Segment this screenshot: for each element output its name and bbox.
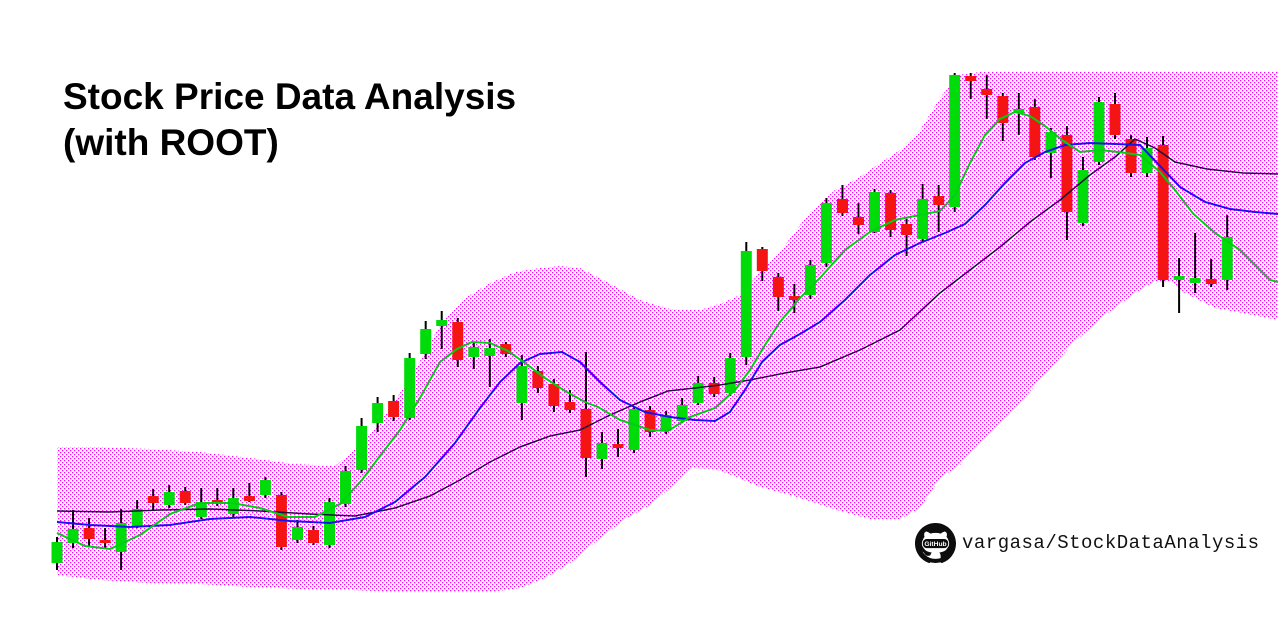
candle-body-up	[917, 199, 929, 239]
candle-body-up	[596, 443, 608, 459]
candle-body-down	[308, 530, 319, 543]
candle-body-up	[1045, 132, 1057, 153]
candle-body-up	[115, 523, 127, 552]
candle-body-down	[1205, 279, 1217, 284]
candle-body-up	[420, 329, 432, 354]
candle-body-up	[804, 265, 816, 295]
candle-body-up	[1093, 102, 1105, 162]
candle-body-up	[1189, 278, 1201, 283]
ma-fast-line	[56, 110, 1279, 551]
candle-body-down	[788, 296, 800, 300]
candle-body-up	[1013, 109, 1025, 113]
candle-body-down	[532, 371, 544, 388]
candle-body-down	[580, 409, 592, 458]
page-title-line2: (with ROOT)	[63, 122, 279, 163]
candles-layer	[51, 73, 1233, 570]
candle-body-up	[1173, 276, 1185, 280]
page-title-line1: Stock Price Data Analysis	[63, 76, 517, 117]
candle-body-up	[340, 471, 351, 504]
candle-body-down	[997, 96, 1009, 123]
candle-body-down	[564, 402, 576, 410]
candle-body-down	[243, 496, 255, 501]
candle-body-down	[548, 384, 560, 406]
candle-body-up	[404, 358, 416, 418]
github-repo-label: vargasa/StockDataAnalysis	[962, 532, 1260, 554]
candle-body-down	[452, 322, 464, 360]
candle-body-down	[1157, 145, 1169, 280]
candle-body-down	[211, 500, 223, 503]
candle-body-down	[756, 249, 768, 271]
candle-body-down	[708, 383, 720, 394]
candle-body-up	[259, 480, 271, 495]
candle-body-up	[676, 405, 688, 421]
candle-body-up	[628, 409, 640, 450]
candle-body-up	[869, 192, 880, 232]
candle-body-down	[179, 491, 191, 503]
candle-body-down	[147, 496, 159, 503]
candle-body-down	[772, 277, 784, 297]
github-octocat-icon: GitHub	[915, 522, 956, 563]
candle-body-down	[853, 217, 864, 225]
candle-body-down	[99, 540, 111, 543]
candle-body-down	[83, 528, 95, 539]
candle-body-up	[740, 251, 752, 357]
candle-body-down	[965, 76, 977, 81]
candle-body-up	[516, 366, 528, 403]
candle-body-up	[724, 358, 736, 393]
candle-body-up	[820, 203, 832, 263]
candle-body-up	[1077, 170, 1089, 223]
candle-body-down	[885, 193, 897, 230]
candle-body-up	[1221, 237, 1233, 280]
page-title: Stock Price Data Analysis (with ROOT)	[63, 74, 516, 166]
candle-body-up	[372, 403, 384, 423]
candle-body-up	[163, 492, 175, 505]
candle-body-down	[1109, 104, 1121, 135]
candle-body-up	[292, 527, 303, 540]
candle-body-down	[388, 401, 400, 417]
github-attribution: GitHub vargasa/StockDataAnalysis	[915, 522, 1260, 564]
candle-body-down	[612, 444, 624, 448]
candle-body-down	[901, 224, 913, 235]
candle-body-up	[484, 348, 496, 356]
candle-body-up	[949, 75, 961, 207]
candle-body-up	[131, 509, 143, 527]
ma-mid-line	[56, 141, 1279, 529]
candle-body-down	[837, 199, 848, 213]
candle-body-up	[692, 383, 704, 403]
github-badge-text: GitHub	[924, 540, 946, 547]
candle-body-up	[660, 415, 672, 430]
candle-body-down	[933, 196, 945, 205]
candle-body-up	[356, 426, 368, 470]
candle-body-up	[468, 347, 480, 357]
candle-body-down	[1125, 139, 1137, 173]
ma-slow-line	[56, 138, 1279, 517]
candle-body-down	[981, 89, 993, 95]
candle-body-up	[51, 542, 63, 563]
candle-body-up	[436, 320, 448, 326]
candle-body-down	[644, 410, 656, 432]
candle-body-down	[1029, 107, 1041, 157]
candle-body-up	[67, 529, 79, 543]
candle-body-up	[227, 498, 239, 514]
candle-body-down	[1061, 135, 1073, 212]
